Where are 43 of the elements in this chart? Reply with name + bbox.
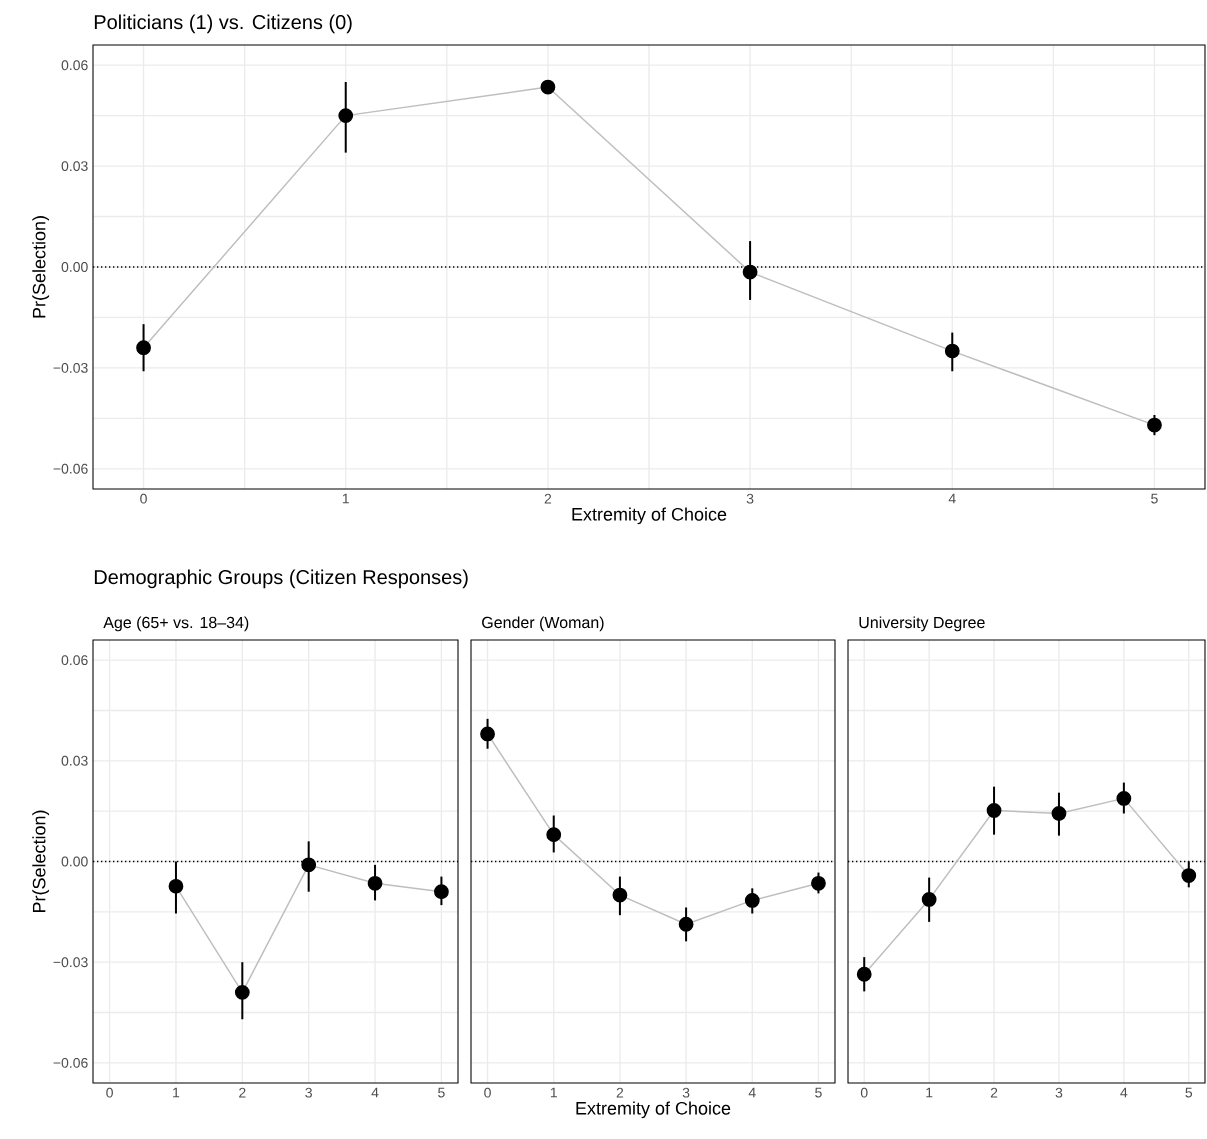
- x-tick-label: 4: [1120, 1087, 1128, 1098]
- x-tick-label: 0: [140, 493, 147, 504]
- y-tick-label: 0.03: [61, 755, 88, 766]
- x-axis-title: Extremity of Choice: [572, 507, 727, 525]
- x-tick-label: 4: [371, 1087, 379, 1098]
- y-axis-title: Pr(Selection): [32, 810, 50, 913]
- x-tick-label: 2: [616, 1087, 624, 1098]
- x-tick-label: 4: [748, 1087, 756, 1098]
- x-tick-label: 5: [1151, 493, 1158, 504]
- y-tick-label: 0.06: [61, 60, 88, 71]
- chart-subtitle: University Degree: [859, 616, 985, 632]
- y-tick-label: 0.06: [61, 655, 88, 666]
- y-tick-label: 0.03: [61, 161, 88, 172]
- y-tick-label: −0.06: [53, 1057, 88, 1068]
- x-tick-label: 2: [990, 1087, 998, 1098]
- y-tick-label: −0.03: [53, 362, 88, 373]
- x-tick-label: 0: [106, 1087, 113, 1098]
- x-tick-label: 5: [438, 1087, 445, 1098]
- x-tick-label: 4: [948, 493, 956, 504]
- y-tick-label: −0.06: [53, 463, 88, 474]
- x-tick-label: 1: [926, 1087, 933, 1098]
- x-tick-label: 2: [239, 1087, 246, 1098]
- x-tick-label: 3: [682, 1087, 690, 1098]
- x-tick-label: 3: [1055, 1087, 1063, 1098]
- chart-title: Politicians (1) vs. Citizens (0): [94, 14, 352, 34]
- x-tick-label: 1: [550, 1087, 557, 1098]
- y-tick-label: 0.00: [61, 262, 88, 272]
- y-axis-title: Pr(Selection): [32, 216, 50, 318]
- chart-subtitle: Age (65+ vs. 18–34): [103, 616, 249, 632]
- x-tick-label: 0: [484, 1087, 491, 1098]
- x-tick-label: 5: [815, 1087, 822, 1098]
- x-tick-label: 1: [342, 493, 349, 504]
- x-tick-label: 2: [544, 493, 552, 504]
- x-tick-label: 1: [173, 1087, 180, 1098]
- x-tick-label: 3: [746, 493, 754, 504]
- chart-title: Demographic Groups (Citizen Responses): [94, 569, 468, 589]
- chart-subtitle: Gender (Woman): [482, 616, 604, 632]
- x-axis-title: Extremity of Choice: [576, 1101, 731, 1119]
- x-tick-label: 0: [860, 1087, 868, 1098]
- x-tick-label: 3: [305, 1087, 312, 1098]
- x-tick-label: 5: [1185, 1087, 1193, 1098]
- y-tick-label: 0.00: [61, 856, 88, 867]
- y-tick-label: −0.03: [53, 957, 88, 968]
